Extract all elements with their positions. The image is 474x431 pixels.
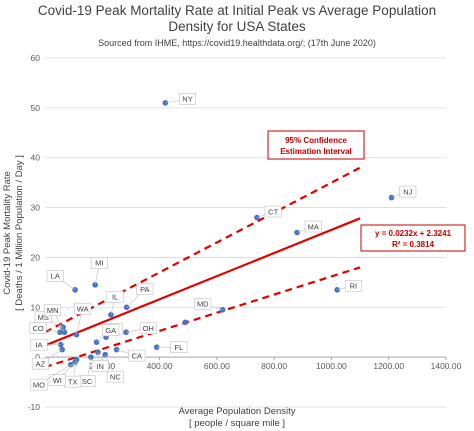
y-tick-label: 40 (31, 153, 41, 163)
ci-annotation-line1: 95% Confidence (285, 136, 347, 145)
state-label-mn: MN (47, 306, 59, 315)
state-label-box (399, 185, 417, 198)
y-tick-label: -10 (28, 402, 41, 412)
state-label-wi: WI (53, 376, 62, 385)
state-label-box (344, 280, 362, 292)
ci-annotation-line2: Estimation Interval (280, 147, 352, 156)
state-label-nc: NC (110, 372, 121, 381)
state-label-box (170, 341, 188, 353)
label-layer: NYNJCTMARIMDMILAPAILMSMNWACOVAOHGAIAFLCA… (29, 93, 417, 391)
annotation-layer: 95% Confidence Estimation Interval y = 0… (267, 130, 466, 252)
chart-title-line2: Density for USA States (168, 19, 306, 34)
state-label-box (106, 370, 124, 383)
state-label-il: IL (112, 293, 118, 302)
data-point-de (182, 319, 189, 326)
state-label-box (30, 378, 48, 391)
data-point-la (72, 287, 78, 293)
state-label-box (46, 270, 64, 282)
state-label-az: AZ (36, 359, 46, 368)
y-axis-label-line1: Covid-19 Peak Mortality Rate (2, 171, 13, 295)
state-label-tx: TX (68, 377, 78, 386)
equation-line2: R² = 0.3814 (392, 240, 435, 249)
x-axis-label-line1: Average Population Density (178, 406, 295, 417)
state-label-box (194, 297, 212, 310)
state-label-box (74, 302, 92, 315)
state-label-md: MD (197, 300, 209, 309)
x-tick-label: 400.00 (147, 361, 173, 371)
x-axis-label-line2: [ people / square mile ] (189, 418, 285, 429)
state-label-mi: MI (95, 259, 103, 268)
x-tick-label: 1200.00 (373, 361, 404, 371)
y-tick-label: 20 (31, 252, 41, 262)
state-label-pa: PA (140, 285, 149, 294)
line-layer (44, 166, 361, 369)
state-label-box (128, 349, 146, 362)
state-label-box (106, 290, 124, 303)
y-tick-label: 60 (31, 53, 41, 63)
x-tick-label: 600.00 (204, 361, 230, 371)
state-label-la: LA (51, 272, 60, 281)
state-label-in: IN (96, 362, 104, 371)
state-label-wa: WA (77, 305, 89, 314)
state-label-box (139, 322, 157, 335)
x-tick-label: 800.00 (261, 361, 287, 371)
state-label-ny: NY (182, 95, 192, 104)
ci-annotation-box (267, 130, 365, 160)
state-label-ga: GA (105, 326, 116, 335)
state-label-box (136, 283, 154, 296)
state-label-box (48, 374, 66, 386)
state-label-box (90, 257, 108, 269)
data-point-oh (123, 329, 129, 336)
state-label-mo: MO (33, 380, 45, 389)
y-tick-label: 10 (31, 302, 41, 312)
state-label-ct: CT (268, 207, 278, 216)
x-tick-label: 1000.00 (316, 361, 347, 371)
x-tick-label: 1400.00 (431, 361, 462, 371)
state-label-box (44, 304, 62, 317)
state-label-ca: CA (132, 351, 142, 360)
y-tick-label: 0 (35, 352, 40, 362)
chart-title-line1: Covid-19 Peak Mortality Rate at Initial … (38, 3, 436, 18)
state-label-box (264, 205, 282, 218)
state-label-box (304, 220, 322, 233)
state-label-fl: FL (175, 343, 184, 352)
state-label-ri: RI (350, 282, 358, 291)
equation-line1: y = 0.0232x + 2.3241 (375, 229, 452, 238)
state-label-ms: MS (38, 313, 49, 322)
state-label-nj: NJ (403, 187, 412, 196)
state-label-sc: SC (82, 377, 93, 386)
y-tick-label: 50 (31, 103, 41, 113)
equation-box (360, 224, 466, 252)
state-label-box (29, 322, 47, 335)
trendline (44, 217, 361, 347)
y-axis-label-line2: [ Deaths / 1 Million Population / Day ] (14, 155, 25, 311)
state-label-box (102, 324, 120, 336)
y-tick-label: 30 (31, 203, 41, 213)
state-label-box (31, 357, 49, 370)
state-label-co: CO (32, 324, 43, 333)
chart-subtitle: Sourced from IHME, https://covid19.healt… (98, 38, 376, 48)
data-point-mi (92, 282, 98, 288)
state-label-box (30, 338, 48, 351)
state-label-ma: MA (308, 222, 319, 231)
state-label-box (91, 360, 109, 372)
state-label-ia: IA (35, 340, 42, 349)
state-label-oh: OH (143, 324, 154, 333)
state-label-box (179, 93, 197, 105)
